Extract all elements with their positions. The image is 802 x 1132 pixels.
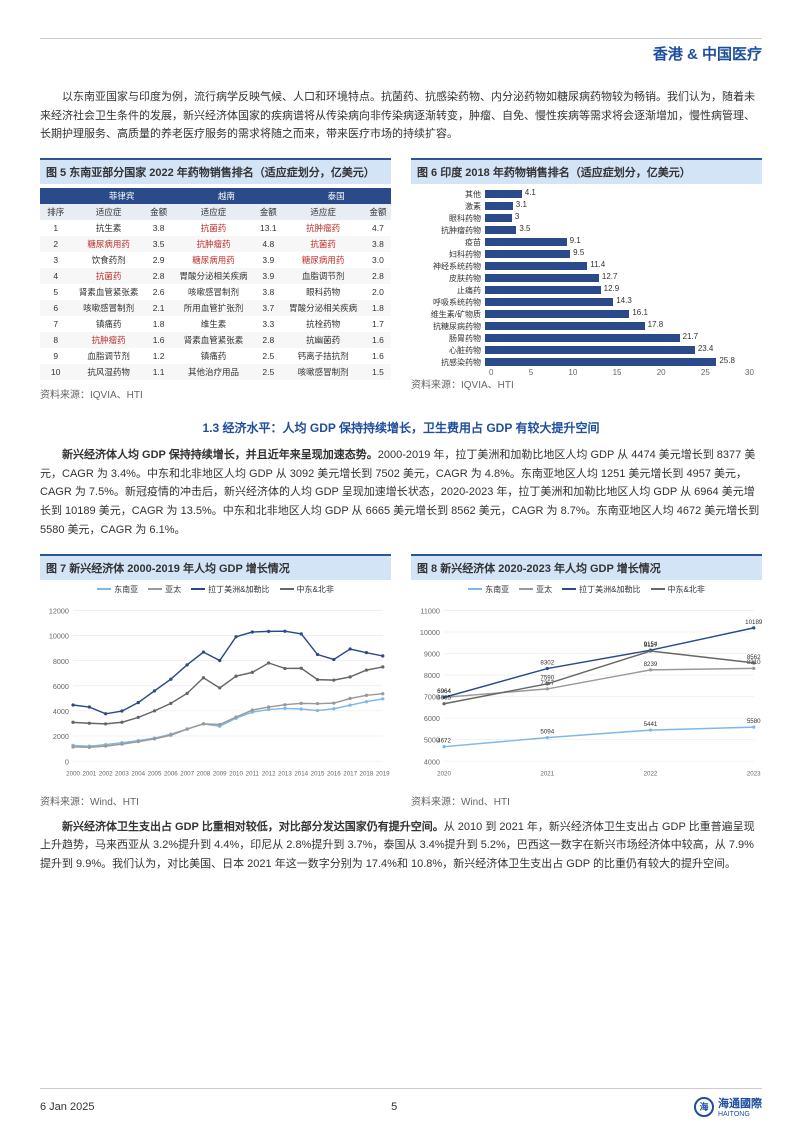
svg-text:2018: 2018 xyxy=(360,770,374,777)
footer-logo: 海 海通國際 HAITONG xyxy=(694,1095,762,1118)
svg-text:2002: 2002 xyxy=(99,770,113,777)
footer-date: 6 Jan 2025 xyxy=(40,1101,94,1113)
doc-header-title: 香港 & 中国医疗 xyxy=(40,43,762,64)
fig7-linechart: 0200040006000800010000120002000200120022… xyxy=(40,597,391,787)
svg-text:2014: 2014 xyxy=(294,770,308,777)
svg-text:5580: 5580 xyxy=(747,718,761,725)
para-health-exp: 新兴经济体卫生支出占 GDP 比重相对较低，对比部分发达国家仍有提升空间。从 2… xyxy=(40,818,762,874)
svg-text:7590: 7590 xyxy=(540,674,554,681)
fig8-legend: 东南亚亚太拉丁美洲&加勒比中东&北非 xyxy=(411,584,762,595)
svg-text:11000: 11000 xyxy=(420,606,440,615)
svg-text:9000: 9000 xyxy=(424,649,440,658)
svg-text:2020: 2020 xyxy=(437,770,451,777)
svg-text:2022: 2022 xyxy=(644,770,658,777)
figure-7: 图 7 新兴经济体 2000-2019 年人均 GDP 增长情况 东南亚亚太拉丁… xyxy=(40,554,391,808)
header-rule xyxy=(40,38,762,39)
svg-text:2023: 2023 xyxy=(747,770,761,777)
page-footer: 6 Jan 2025 5 海 海通國際 HAITONG xyxy=(40,1088,762,1118)
svg-text:2003: 2003 xyxy=(115,770,129,777)
svg-text:8239: 8239 xyxy=(644,660,658,667)
fig6-barchart: 其他4.1激素3.1眼科药物3抗肿瘤药物3.5疫苗9.1妇科药物9.5神经系统药… xyxy=(411,184,762,374)
svg-text:2001: 2001 xyxy=(82,770,96,777)
svg-text:2008: 2008 xyxy=(197,770,211,777)
svg-text:2005: 2005 xyxy=(148,770,162,777)
svg-text:12000: 12000 xyxy=(49,606,69,615)
figure-8-title: 图 8 新兴经济体 2020-2023 年人均 GDP 增长情况 xyxy=(411,554,762,580)
figure-6: 图 6 印度 2018 年药物销售排名（适应症划分，亿美元） 其他4.1激素3.… xyxy=(411,158,762,401)
svg-text:2021: 2021 xyxy=(540,770,554,777)
svg-text:2015: 2015 xyxy=(311,770,325,777)
svg-text:2010: 2010 xyxy=(229,770,243,777)
figure-5: 图 5 东南亚部分国家 2022 年药物销售排名（适应症划分，亿美元） 菲律宾越… xyxy=(40,158,391,401)
svg-text:2000: 2000 xyxy=(66,770,80,777)
svg-text:2019: 2019 xyxy=(376,770,390,777)
svg-text:2009: 2009 xyxy=(213,770,227,777)
svg-text:4000: 4000 xyxy=(53,707,69,716)
svg-text:6000: 6000 xyxy=(424,714,440,723)
haitong-logo-icon: 海 xyxy=(694,1097,714,1117)
svg-text:10000: 10000 xyxy=(49,631,69,640)
figure-8: 图 8 新兴经济体 2020-2023 年人均 GDP 增长情况 东南亚亚太拉丁… xyxy=(411,554,762,808)
svg-text:10189: 10189 xyxy=(745,618,762,625)
svg-text:6665: 6665 xyxy=(437,694,451,701)
figure-8-source: 资料来源：Wind、HTI xyxy=(411,793,762,808)
figure-5-title: 图 5 东南亚部分国家 2022 年药物销售排名（适应症划分，亿美元） xyxy=(40,158,391,184)
svg-text:2011: 2011 xyxy=(246,770,260,777)
svg-text:4000: 4000 xyxy=(424,757,440,766)
svg-text:2013: 2013 xyxy=(278,770,292,777)
svg-text:2016: 2016 xyxy=(327,770,341,777)
svg-text:6000: 6000 xyxy=(53,681,69,690)
svg-text:10000: 10000 xyxy=(420,628,440,637)
svg-text:2017: 2017 xyxy=(343,770,357,777)
svg-text:5094: 5094 xyxy=(540,728,554,735)
svg-text:8302: 8302 xyxy=(540,659,554,666)
svg-text:0: 0 xyxy=(65,757,69,766)
footer-brand: 海通國際 xyxy=(718,1095,762,1111)
figure-6-source: 资料来源：IQVIA、HTI xyxy=(411,376,762,391)
para-gdp: 新兴经济体人均 GDP 保持持续增长，并且近年来呈现加速态势。2000-2019… xyxy=(40,446,762,539)
fig5-table: 菲律宾越南泰国排序适应症金额适应症金额适应症金额1抗生素3.8抗菌药13.1抗肿… xyxy=(40,188,391,380)
para-gdp-lead: 新兴经济体人均 GDP 保持持续增长，并且近年来呈现加速态势。 xyxy=(62,449,378,461)
figure-6-title: 图 6 印度 2018 年药物销售排名（适应症划分，亿美元） xyxy=(411,158,762,184)
svg-text:5441: 5441 xyxy=(644,721,658,728)
svg-text:2000: 2000 xyxy=(53,732,69,741)
svg-text:2007: 2007 xyxy=(180,770,194,777)
figure-5-source: 资料来源：IQVIA、HTI xyxy=(40,386,391,401)
figure-7-source: 资料来源：Wind、HTI xyxy=(40,793,391,808)
svg-text:8000: 8000 xyxy=(424,671,440,680)
para-gdp-rest: 2000-2019 年，拉丁美洲和加勒比地区人均 GDP 从 4474 美元增长… xyxy=(40,449,759,536)
footer-brand-sub: HAITONG xyxy=(718,1111,762,1118)
section-1-3-heading: 1.3 经济水平：人均 GDP 保持持续增长，卫生费用占 GDP 有较大提升空间 xyxy=(40,419,762,436)
fig7-legend: 东南亚亚太拉丁美洲&加勒比中东&北非 xyxy=(40,584,391,595)
fig8-linechart: 4000500060007000800090001000011000202020… xyxy=(411,597,762,787)
svg-text:8562: 8562 xyxy=(747,653,761,660)
svg-text:2004: 2004 xyxy=(131,770,145,777)
svg-text:4672: 4672 xyxy=(437,737,451,744)
para-health-lead: 新兴经济体卫生支出占 GDP 比重相对较低，对比部分发达国家仍有提升空间。 xyxy=(62,821,444,833)
svg-text:2012: 2012 xyxy=(262,770,276,777)
intro-paragraph: 以东南亚国家与印度为例，流行病学反映气候、人口和环境特点。抗菌药、抗感染药物、内… xyxy=(40,88,762,144)
figure-7-title: 图 7 新兴经济体 2000-2019 年人均 GDP 增长情况 xyxy=(40,554,391,580)
footer-page: 5 xyxy=(391,1101,397,1113)
svg-text:2006: 2006 xyxy=(164,770,178,777)
svg-text:8000: 8000 xyxy=(53,656,69,665)
svg-text:9117: 9117 xyxy=(644,641,658,648)
